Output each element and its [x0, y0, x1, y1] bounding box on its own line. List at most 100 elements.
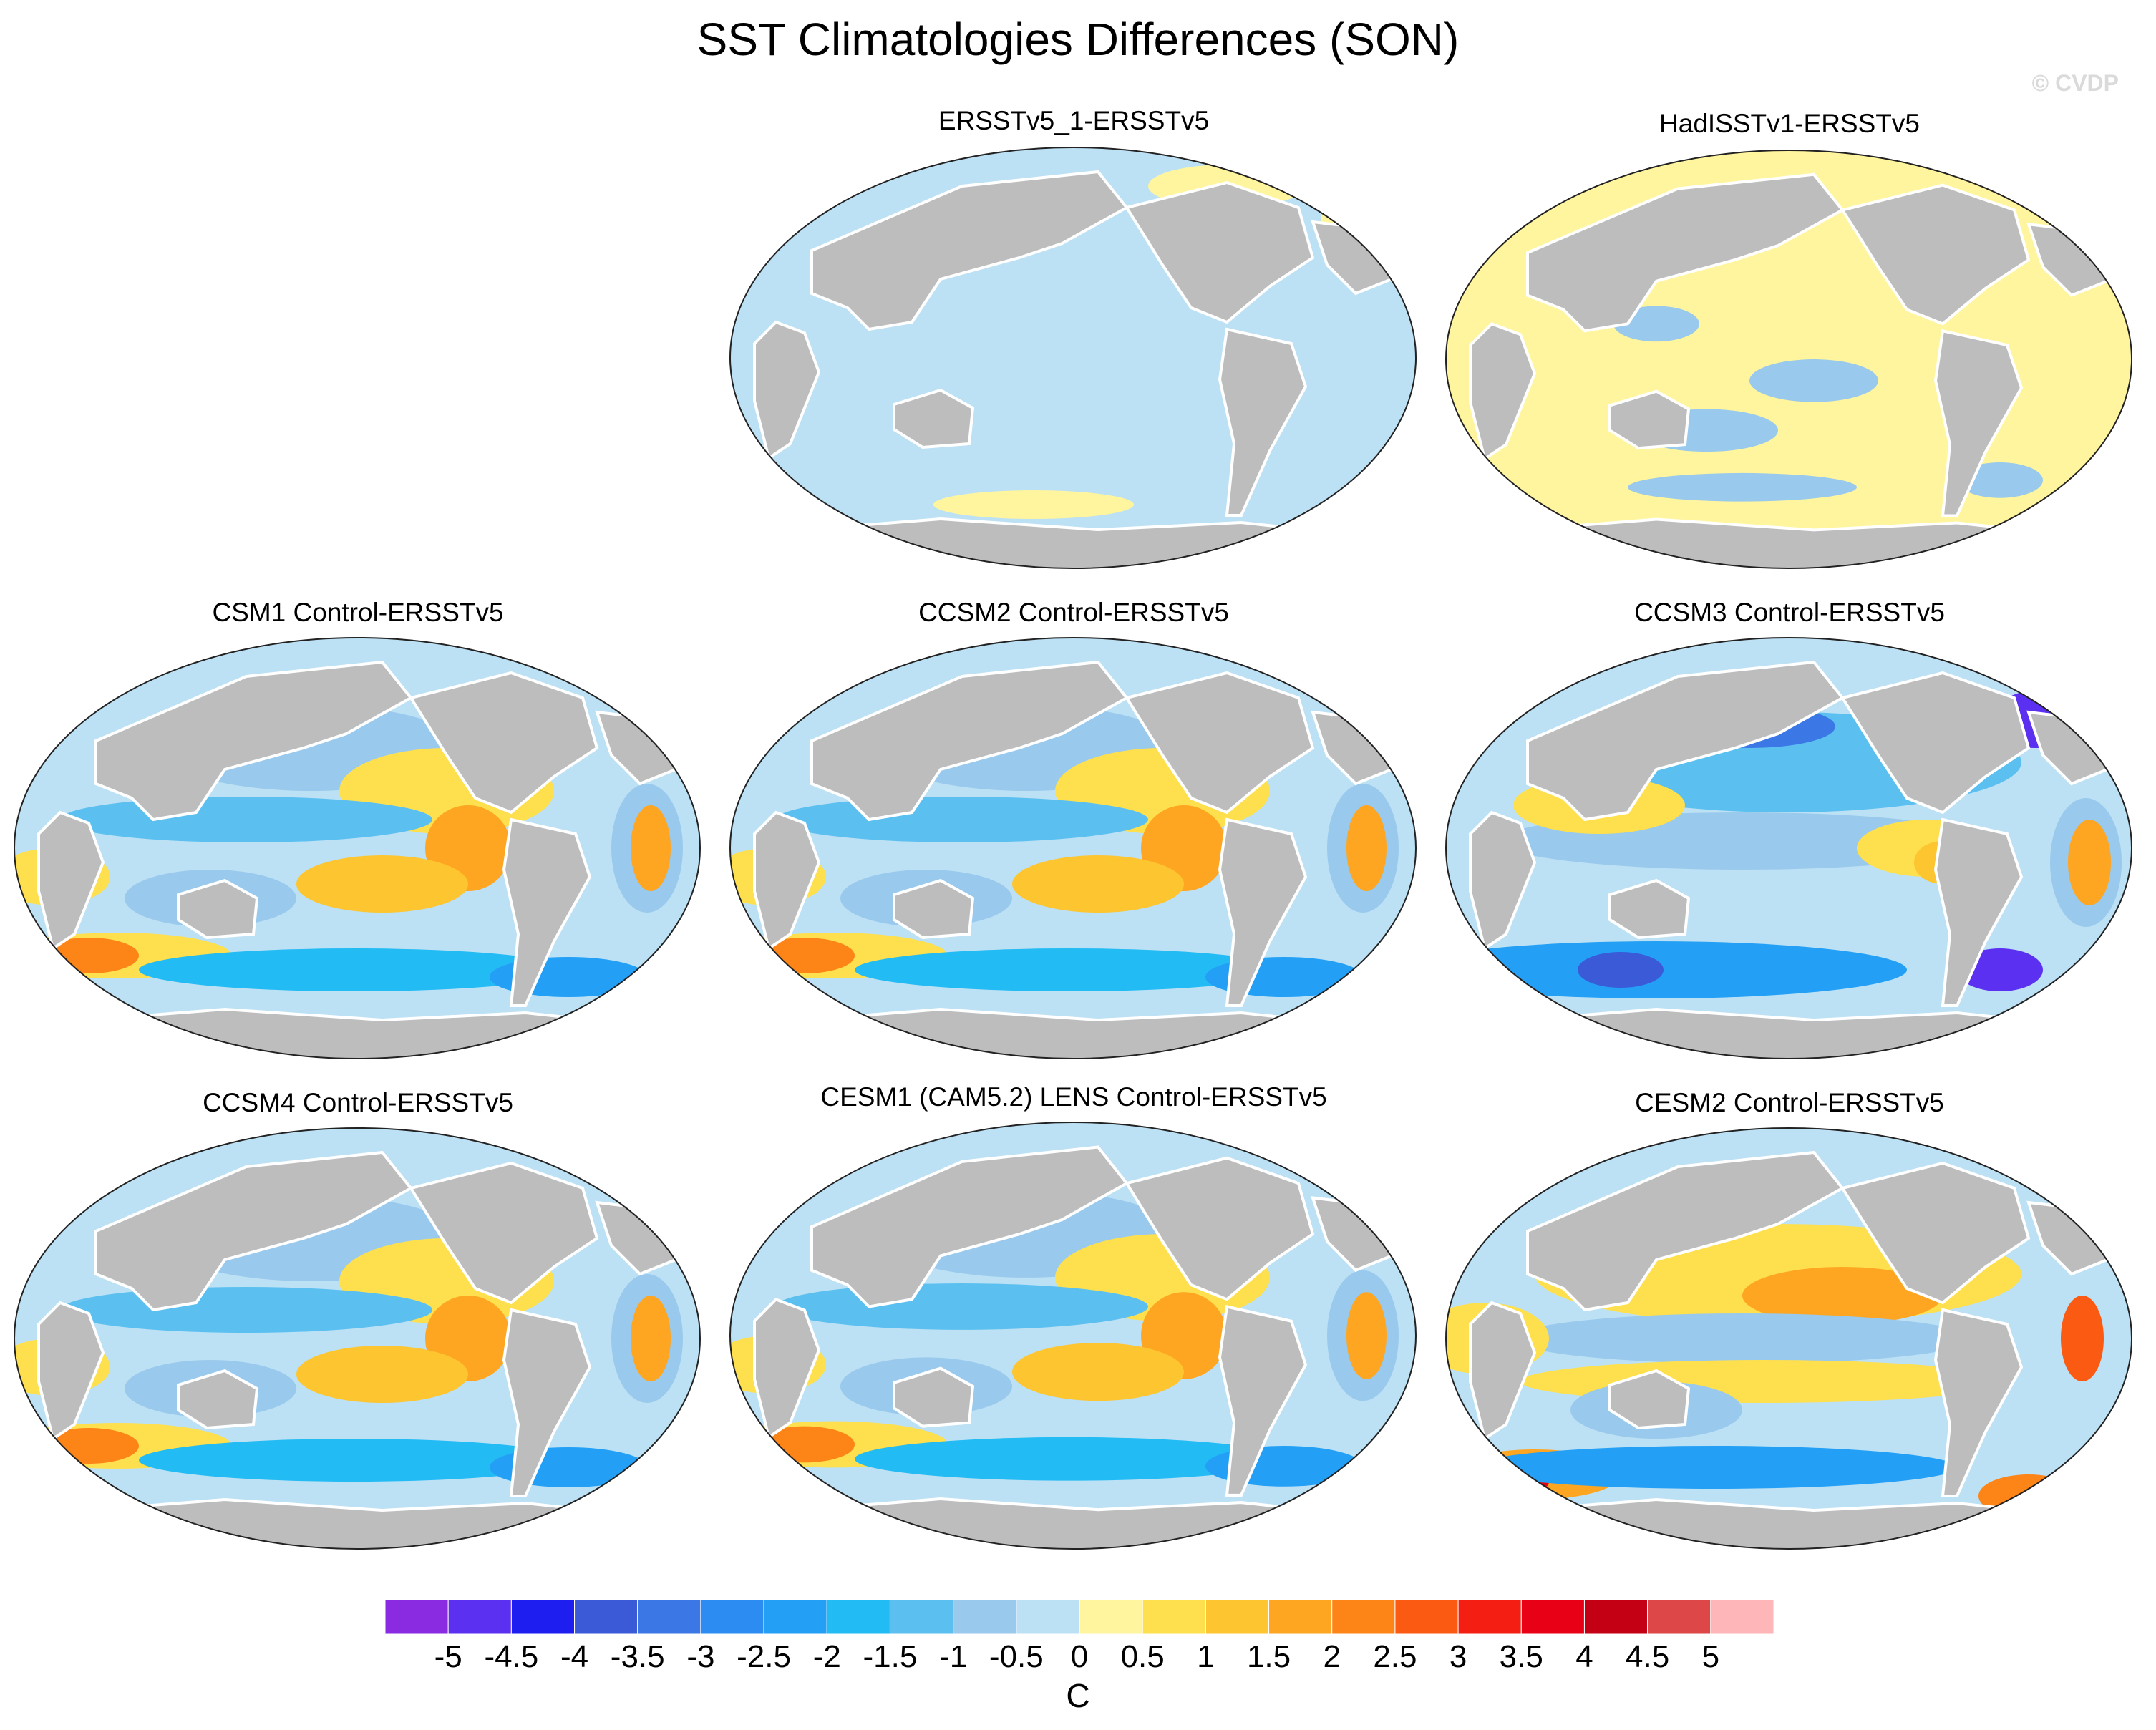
- anomaly-contour: [1628, 472, 1857, 502]
- figure-title: SST Climatologies Differences (SON): [696, 14, 1460, 65]
- anomaly-contour: [1012, 855, 1184, 913]
- colorbar-tick-label: -2.5: [737, 1639, 791, 1674]
- africa-landmass: [1469, 810, 1537, 951]
- map-border: [14, 1127, 701, 1550]
- colorbar-tick-label: 1: [1197, 1639, 1215, 1674]
- colorbar-box: [1394, 1600, 1459, 1635]
- colorbar-box: [447, 1600, 512, 1635]
- map-ccsm2: [729, 637, 1417, 1059]
- colorbar-tick-label: -1: [939, 1639, 968, 1674]
- panel-title-cesm1: CESM1 (CAM5.2) LENS Control-ERSSTv5: [820, 1082, 1327, 1112]
- north-america-landmass: [1124, 1156, 1315, 1301]
- map-border: [1445, 150, 2132, 569]
- south-america-landmass: [502, 1308, 592, 1497]
- colorbar-tick-label: 4: [1575, 1639, 1593, 1674]
- colorbar-box: [1520, 1600, 1585, 1635]
- australia-landmass: [177, 878, 259, 940]
- panel-title-ccsm4: CCSM4 Control-ERSSTv5: [203, 1088, 513, 1117]
- panel-title-ersstv5-1: ERSSTv5_1-ERSSTv5: [938, 106, 1210, 135]
- antarctica-landmass: [804, 1007, 1342, 1059]
- colorbar-tick-label: -4.5: [484, 1639, 539, 1674]
- asia-landmass: [94, 660, 414, 822]
- colorbar-tick-label: -1.5: [863, 1639, 918, 1674]
- colorbar-tick-label: 3.5: [1499, 1639, 1543, 1674]
- map-ccsm4: [14, 1127, 701, 1550]
- colorbar-box: [637, 1600, 701, 1635]
- anomaly-contour: [60, 1287, 432, 1333]
- colorbar: [385, 1600, 1774, 1635]
- anomaly-contour: [1742, 1267, 1943, 1324]
- map-cesm1: [729, 1122, 1417, 1550]
- asia-landmass: [1526, 660, 1845, 822]
- colorbar-tick-label: 2.5: [1373, 1639, 1417, 1674]
- map-border: [729, 637, 1417, 1059]
- north-america-landmass: [1840, 1161, 2031, 1305]
- antarctica-landmass: [804, 517, 1342, 568]
- colorbar-box: [1268, 1600, 1333, 1635]
- colorbar-box: [1331, 1600, 1396, 1635]
- colorbar-box: [1205, 1600, 1270, 1635]
- south-america-landmass: [1218, 817, 1308, 1007]
- map-hadisst: [1445, 150, 2132, 569]
- colorbar-tick-label: 5: [1701, 1639, 1720, 1674]
- south-america-landmass: [502, 817, 592, 1007]
- colorbar-tick-label: 2: [1323, 1639, 1341, 1674]
- panel-title-ccsm3: CCSM3 Control-ERSSTv5: [1634, 598, 1945, 627]
- colorbar-tick-label: -0.5: [989, 1639, 1044, 1674]
- anomaly-contour: [296, 1346, 468, 1403]
- anomaly-contour: [933, 490, 1134, 519]
- anomaly-contour: [631, 805, 671, 891]
- colorbar-box: [700, 1600, 764, 1635]
- colorbar-tick-label: -4: [560, 1639, 589, 1674]
- africa-landmass: [37, 810, 105, 951]
- anomaly-contour: [296, 855, 468, 913]
- colorbar-box: [889, 1600, 954, 1635]
- anomaly-contour: [1346, 805, 1387, 891]
- asia-landmass: [810, 170, 1130, 331]
- south-america-landmass: [1933, 817, 2024, 1007]
- north-america-landmass: [1124, 671, 1315, 815]
- map-border: [729, 147, 1417, 569]
- north-america-landmass: [1840, 671, 2031, 815]
- map-border: [14, 637, 701, 1059]
- antarctica-landmass: [1520, 1497, 2058, 1549]
- australia-landmass: [893, 878, 975, 940]
- panel-title-cesm2: CESM2 Control-ERSSTv5: [1635, 1088, 1944, 1117]
- north-america-landmass: [408, 1161, 599, 1305]
- antarctica-landmass: [1520, 517, 2058, 568]
- anomaly-contour: [855, 1437, 1284, 1481]
- colorbar-tick-label: 1.5: [1246, 1639, 1291, 1674]
- map-ersstv5-1: [729, 147, 1417, 569]
- cvdp-watermark: © CVDP: [2031, 70, 2119, 96]
- anomaly-contour: [1957, 462, 2043, 498]
- anomaly-contour: [1012, 1343, 1184, 1401]
- map-border: [1445, 1127, 2132, 1550]
- antarctica-landmass: [1520, 1007, 2058, 1059]
- south-america-landmass: [1933, 329, 2024, 517]
- colorbar-tick-label: -2: [812, 1639, 841, 1674]
- anomaly-contour: [1578, 952, 1664, 988]
- colorbar-box: [826, 1600, 890, 1635]
- colorbar-box: [1016, 1600, 1080, 1635]
- anomaly-contour: [1513, 1313, 1971, 1364]
- asia-landmass: [1526, 172, 1845, 333]
- anomaly-contour: [1978, 1474, 2079, 1517]
- colorbar-box: [953, 1600, 1017, 1635]
- colorbar-box: [763, 1600, 827, 1635]
- north-america-landmass: [1124, 180, 1315, 324]
- south-america-landmass: [1218, 1305, 1308, 1497]
- anomaly-contour: [2061, 1296, 2104, 1381]
- anomaly-contour: [1470, 1446, 1957, 1489]
- antarctica-landmass: [88, 1007, 626, 1059]
- africa-landmass: [753, 1297, 821, 1440]
- anomaly-contour: [139, 948, 568, 991]
- australia-landmass: [1608, 389, 1691, 450]
- anomaly-contour: [1749, 359, 1878, 402]
- africa-landmass: [37, 1301, 105, 1442]
- north-america-landmass: [408, 671, 599, 815]
- australia-landmass: [893, 1366, 975, 1428]
- colorbar-tick-label: 3: [1449, 1639, 1467, 1674]
- asia-landmass: [810, 660, 1130, 822]
- colorbar-box: [574, 1600, 638, 1635]
- asia-landmass: [94, 1150, 414, 1312]
